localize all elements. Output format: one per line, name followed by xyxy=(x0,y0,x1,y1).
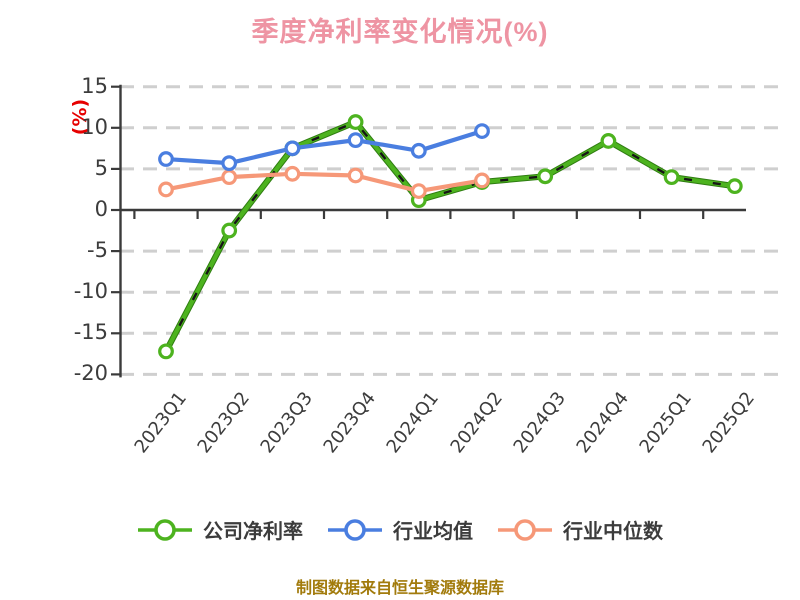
industry-median-line-marker-icon xyxy=(498,518,552,541)
legend-item-industry-avg: 行业均值 xyxy=(327,515,473,544)
legend-label-industry-median: 行业中位数 xyxy=(563,521,663,543)
industry-avg-series-line xyxy=(165,129,483,166)
data-source-note: 制图数据来自恒生聚源数据库 xyxy=(295,580,504,597)
industry-avg-line-marker-icon xyxy=(328,518,382,541)
company-marker xyxy=(347,114,364,130)
industry-avg-marker xyxy=(347,132,364,149)
company-line-marker-icon xyxy=(138,518,192,541)
company-marker xyxy=(158,343,174,360)
industry-median-series-line xyxy=(165,171,483,194)
industry-avg-marker xyxy=(474,123,490,139)
industry-avg-marker xyxy=(158,151,174,167)
industry-median-marker xyxy=(410,183,427,199)
legend-circle xyxy=(154,518,176,541)
legend-item-industry-median: 行业中位数 xyxy=(497,515,663,544)
legend-label-industry-avg: 行业均值 xyxy=(393,521,473,543)
y-tick-label: -20 xyxy=(73,361,108,386)
company-series-dashed-overlay xyxy=(164,120,735,352)
legend-item-company: 公司净利率 xyxy=(137,515,303,544)
company-marker xyxy=(726,178,743,195)
industry-avg-marker xyxy=(410,142,427,159)
industry-median-marker xyxy=(284,165,301,182)
industry-avg-marker xyxy=(284,140,301,157)
industry-median-marker xyxy=(158,181,174,198)
y-tick-label: -15 xyxy=(73,320,108,345)
legend-circle xyxy=(344,518,366,541)
industry-avg-marker xyxy=(221,155,238,172)
company-marker xyxy=(663,169,680,186)
industry-median-marker xyxy=(221,169,238,186)
legend: 公司净利率 行业均值 行业中位数 xyxy=(0,515,800,544)
industry-median-marker xyxy=(347,167,364,184)
company-marker xyxy=(537,168,554,185)
y-tick-label: 10 xyxy=(81,114,108,139)
legend-circle xyxy=(514,518,536,541)
chart-title: 季度净利率变化情况(%) xyxy=(251,17,549,47)
y-tick-label: 5 xyxy=(94,155,108,180)
industry-median-marker xyxy=(474,172,490,189)
y-tick-label: -5 xyxy=(87,238,108,263)
y-tick-label: 15 xyxy=(81,73,108,98)
company-marker xyxy=(221,222,238,239)
legend-label-company: 公司净利率 xyxy=(203,521,303,543)
y-tick-label: 0 xyxy=(94,197,108,221)
company-marker xyxy=(600,133,617,149)
y-tick-label: -10 xyxy=(73,279,108,304)
